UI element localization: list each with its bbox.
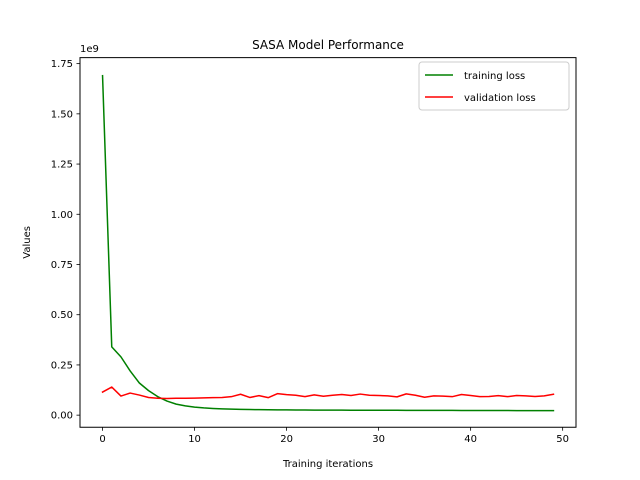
y-tick-label: 0.25 bbox=[51, 360, 73, 371]
legend: training loss validation loss bbox=[418, 61, 570, 111]
y-tick-label: 1.50 bbox=[51, 109, 73, 120]
legend-label-validation-loss: validation loss bbox=[464, 93, 536, 104]
x-tick-label: 50 bbox=[556, 434, 569, 445]
y-tick-label: 0.50 bbox=[51, 310, 73, 321]
axes-frame bbox=[79, 57, 577, 428]
legend-label-training-loss: training loss bbox=[464, 71, 525, 82]
y-axis-label: Values bbox=[22, 226, 33, 259]
y-tick-label: 0.00 bbox=[51, 411, 73, 422]
y-axis-offset-text: 1e9 bbox=[80, 44, 99, 55]
x-tick-label: 30 bbox=[372, 434, 385, 445]
y-tick-label: 1.00 bbox=[51, 210, 73, 221]
y-tick-label: 0.75 bbox=[51, 260, 73, 271]
x-axis-label: Training iterations bbox=[282, 459, 373, 470]
x-tick-label: 10 bbox=[188, 434, 201, 445]
x-tick-label: 0 bbox=[99, 434, 105, 445]
series-line-training-loss bbox=[101, 74, 555, 412]
x-tick-label: 40 bbox=[464, 434, 477, 445]
series-layer bbox=[101, 74, 555, 412]
plot-area bbox=[80, 57, 576, 428]
y-tick-label: 1.25 bbox=[51, 160, 73, 171]
chart-title: SASA Model Performance bbox=[252, 38, 404, 52]
legend-box bbox=[418, 61, 570, 111]
series-line-validation-loss bbox=[101, 386, 555, 400]
x-tick-label: 20 bbox=[280, 434, 293, 445]
y-tick-label: 1.75 bbox=[51, 59, 73, 70]
y-axis-ticks: 0.00 0.25 0.50 0.75 1.00 1.25 1.50 1.75 bbox=[51, 59, 80, 422]
x-axis-ticks: 0 10 20 30 40 50 bbox=[99, 427, 569, 445]
